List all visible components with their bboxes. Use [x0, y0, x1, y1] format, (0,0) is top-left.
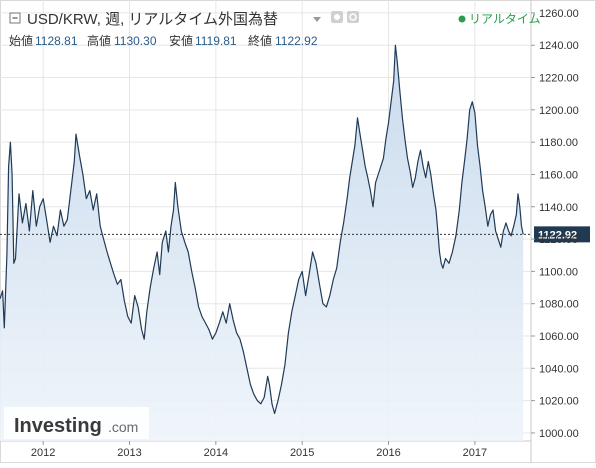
watermark-brand: Investing [14, 415, 102, 437]
price-area-fill [0, 45, 524, 441]
high-value: 1130.30 [114, 34, 157, 48]
investing-watermark: Investing .com [4, 407, 149, 439]
low-label: 安値 [169, 33, 193, 48]
x-axis-ticks: 2012 2013 2014 2015 2016 2017 [31, 441, 487, 459]
close-label: 終値 [248, 33, 272, 48]
triangle-down-icon[interactable] [313, 17, 321, 22]
price-line [0, 44, 524, 415]
realtime-label: リアルタイム [469, 12, 541, 26]
y-tick-label: 1140.00 [539, 202, 578, 214]
y-tick-label: 1220.00 [539, 73, 579, 85]
y-tick-label: 1020.00 [539, 396, 579, 408]
y-tick-label: 1000.00 [539, 428, 579, 440]
chart-header: USD/KRW, 週, リアルタイム外国為替 リアルタイム 始値 1128.81… [9, 11, 541, 48]
open-label: 始値 [9, 33, 33, 48]
y-tick-label: 1100.00 [539, 266, 578, 278]
y-tick-label: 1260.00 [539, 8, 579, 20]
realtime-dot-icon [458, 15, 466, 23]
y-tick-label: 1200.00 [539, 105, 579, 117]
y-tick-label: 1040.00 [539, 363, 579, 375]
x-tick-label: 2013 [117, 447, 141, 459]
y-tick-label: 1180.00 [539, 137, 578, 149]
chart-title: USD/KRW, 週, リアルタイム外国為替 [27, 11, 278, 28]
high-label: 高値 [87, 33, 111, 48]
last-price-tag [534, 226, 590, 243]
price-area [0, 45, 524, 441]
low-value: 1119.81 [195, 34, 237, 48]
refresh-icon[interactable] [347, 11, 359, 23]
x-tick-label: 2017 [463, 447, 487, 459]
x-tick-label: 2015 [290, 447, 314, 459]
x-tick-label: 2014 [204, 447, 228, 459]
y-tick-label: 1080.00 [539, 299, 579, 311]
close-value: 1122.92 [275, 34, 318, 48]
y-tick-label: 1120.00 [539, 234, 578, 246]
price-series-line [0, 44, 524, 415]
x-tick-label: 2016 [376, 447, 400, 459]
y-tick-label: 1160.00 [539, 169, 578, 181]
x-tick-label: 2012 [31, 447, 55, 459]
y-tick-label: 1240.00 [539, 40, 579, 52]
y-tick-label: 1060.00 [539, 331, 579, 343]
ohlc-line: 始値 1128.81 高値 1130.30 安値 1119.81 終値 1122… [9, 33, 318, 48]
gear-icon[interactable] [331, 11, 343, 23]
y-axis-ticks: 1000.00 1020.00 1040.00 1060.00 1080.00 1100.… [531, 8, 579, 440]
watermark-suffix: .com [108, 419, 138, 435]
last-price-label: 1122.92 [538, 229, 577, 241]
last-price-indicator: 1122.92 [0, 226, 590, 243]
open-value: 1128.81 [35, 34, 78, 48]
